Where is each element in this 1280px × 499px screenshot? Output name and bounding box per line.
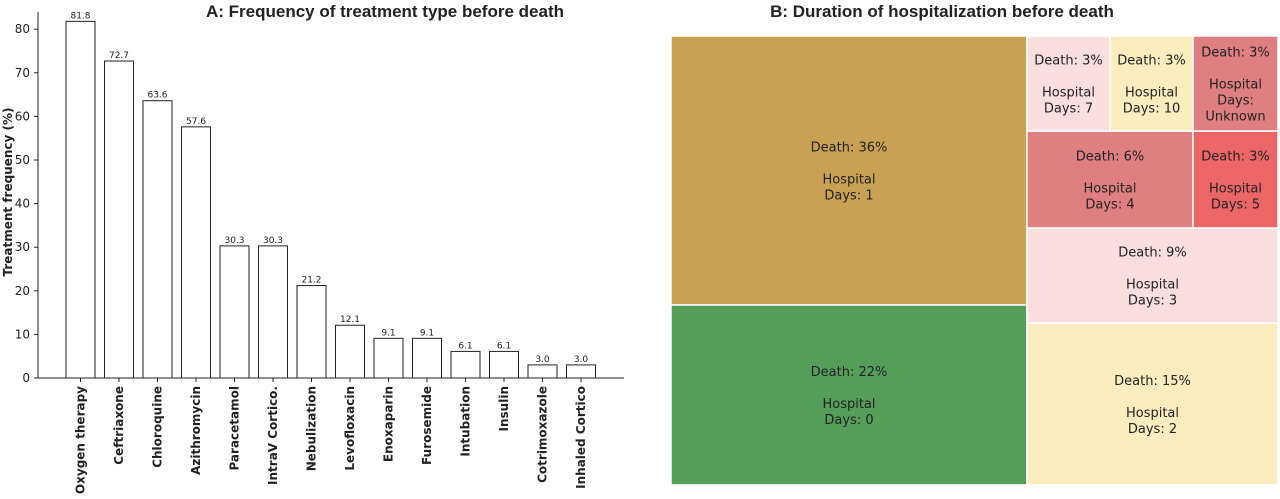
bar-value-label: 3.0 [574, 355, 589, 365]
x-tick-label: Levofloxacin [343, 386, 357, 471]
treemap-tile [670, 35, 1028, 306]
bar [219, 245, 250, 379]
x-tick-label: Intubation [459, 386, 473, 457]
bar-value-label: 30.3 [263, 236, 283, 246]
y-tick-label: 30 [15, 240, 30, 254]
treemap-death-label: Death: 15% [1114, 374, 1191, 389]
bar [566, 364, 596, 379]
bar-value-label: 57.6 [186, 117, 206, 127]
treemap-hospital-label: Hospital [1126, 278, 1179, 293]
treemap-hospital-label: Days: 5 [1211, 198, 1260, 213]
treemap-death-label: Death: 22% [811, 365, 888, 380]
treemap-death-label: Death: 3% [1201, 150, 1269, 165]
bar-value-label: 12.1 [340, 315, 360, 325]
treemap-death-label: Death: 3% [1201, 46, 1269, 61]
y-tick-label: 40 [15, 197, 30, 211]
bar [296, 285, 327, 379]
bar [65, 20, 96, 379]
x-tick-label: Inhaled Cortico [574, 386, 588, 489]
treemap-hospital-label: Days: 4 [1085, 198, 1134, 213]
bar [335, 324, 365, 379]
x-tick-label: Enoxaparin [382, 386, 396, 462]
bar-value-label: 9.1 [420, 328, 434, 338]
treemap-hospital-label: Hospital [1042, 86, 1095, 101]
treemap-hospital-label: Days: 10 [1123, 102, 1181, 117]
treemap-tile [1192, 35, 1279, 132]
treemap-death-label: Death: 3% [1034, 54, 1102, 69]
treemap-hospital-label: Hospital [822, 397, 875, 412]
treemap-tile [1026, 322, 1279, 486]
treemap-tile [1192, 130, 1279, 229]
treemap-title: B: Duration of hospitalization before de… [770, 2, 1114, 21]
y-tick-label: 0 [22, 371, 30, 385]
bar [142, 100, 173, 379]
x-tick-label: Oxygen therapy [74, 386, 88, 494]
treemap-tile [670, 304, 1028, 486]
bar-chart-title: A: Frequency of treatment type before de… [206, 2, 564, 21]
y-tick-label: 10 [15, 327, 30, 341]
treemap-hospital-label: Hospital [1209, 78, 1262, 93]
y-tick-label: 80 [15, 22, 30, 36]
treemap-hospital-label: Days: 7 [1044, 102, 1093, 117]
treemap-hospital-label: Days: 1 [824, 189, 873, 204]
bar-value-label: 72.7 [109, 51, 129, 61]
y-tick-label: 70 [15, 66, 30, 80]
treemap-panel: B: Duration of hospitalization before de… [670, 2, 1279, 486]
bar [258, 245, 288, 379]
y-axis-label: Treatment frequency (%) [1, 107, 15, 276]
bar-value-label: 81.8 [70, 11, 90, 21]
bar [181, 126, 211, 379]
x-tick-label: Chloroquine [151, 386, 165, 468]
treemap-hospital-label: Days: 0 [824, 413, 873, 428]
y-tick-label: 60 [15, 109, 30, 123]
treemap-hospital-label: Unknown [1205, 110, 1265, 125]
x-tick-label: Azithromycin [189, 386, 203, 475]
bar-value-label: 21.2 [301, 276, 321, 286]
treemap-tile [1026, 227, 1279, 324]
y-tick-label: 20 [15, 284, 30, 298]
bar-chart-panel: A: Frequency of treatment type before de… [1, 2, 624, 494]
bar [527, 364, 558, 379]
bar [412, 337, 442, 379]
bar [450, 350, 481, 379]
treemap-hospital-label: Hospital [1126, 406, 1179, 421]
y-tick-label: 50 [15, 153, 30, 167]
bar [104, 60, 134, 379]
treemap-tile [1109, 35, 1194, 132]
treemap-death-label: Death: 6% [1076, 150, 1144, 165]
x-tick-label: Nebulization [305, 386, 319, 471]
x-tick-label: Cotrimoxazole [536, 386, 550, 483]
bar-value-label: 9.1 [381, 328, 395, 338]
treemap-hospital-label: Days: [1217, 94, 1254, 109]
treemap-tile [1026, 130, 1194, 229]
treemap-hospital-label: Days: 2 [1128, 422, 1177, 437]
bar-value-label: 3.0 [535, 355, 550, 365]
bar-value-label: 30.3 [224, 236, 244, 246]
treemap-tile [1026, 35, 1111, 132]
bar [373, 337, 404, 379]
x-tick-label: Paracetamol [228, 386, 242, 471]
x-tick-label: Furosemide [420, 386, 434, 465]
treemap-hospital-label: Hospital [1209, 182, 1262, 197]
bar-value-label: 6.1 [497, 341, 511, 351]
treemap-hospital-label: Days: 3 [1128, 294, 1177, 309]
x-tick-label: Ceftriaxone [112, 386, 126, 465]
bar-value-label: 63.6 [147, 91, 167, 101]
treemap-death-label: Death: 3% [1117, 54, 1185, 69]
treemap-hospital-label: Hospital [1125, 86, 1178, 101]
bar-value-label: 6.1 [458, 341, 472, 351]
treemap-hospital-label: Hospital [822, 173, 875, 188]
treemap-death-label: Death: 36% [811, 141, 888, 156]
x-tick-label: IntraV Cortico. [266, 386, 280, 485]
treemap-death-label: Death: 9% [1118, 246, 1186, 261]
treemap-hospital-label: Hospital [1083, 182, 1136, 197]
bar [489, 350, 519, 379]
x-tick-label: Insulin [497, 386, 511, 431]
